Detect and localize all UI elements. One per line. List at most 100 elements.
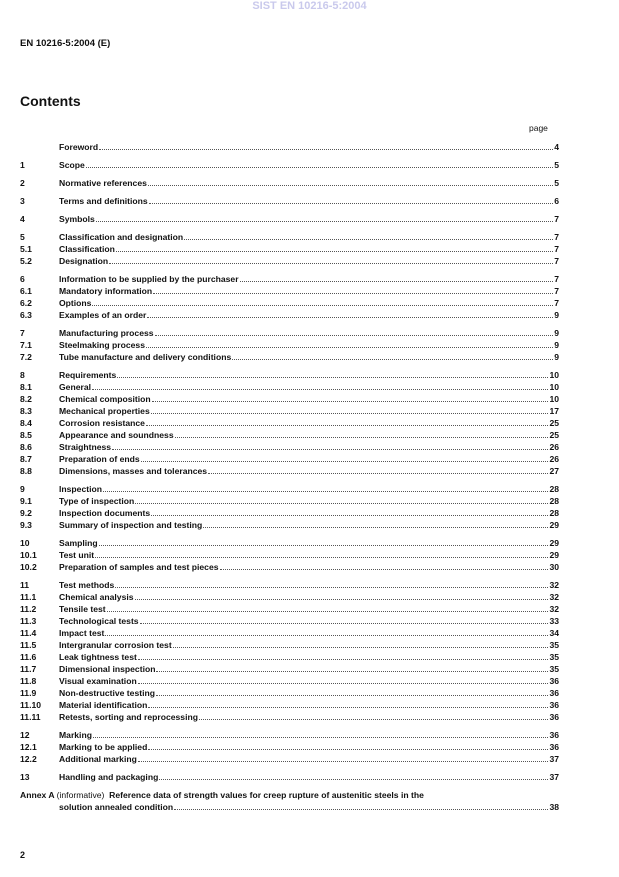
section-number: 12.1: [20, 742, 37, 752]
annex-label: Annex A: [20, 790, 55, 800]
toc-entry[interactable]: 8.5 Appearance and soundness 25: [20, 429, 559, 441]
toc-entry[interactable]: 10.2 Preparation of samples and test piec…: [20, 561, 559, 573]
dot-leader: [106, 611, 549, 612]
dot-leader: [172, 647, 549, 648]
toc-group: 13 Handling and packaging 37: [20, 771, 559, 783]
toc-entry[interactable]: 11.3 Technological tests 33: [20, 615, 559, 627]
dot-leader: [92, 389, 549, 390]
toc-entry[interactable]: 11.10 Material identification 36: [20, 699, 559, 711]
toc-entry[interactable]: 11.1 Chemical analysis 32: [20, 591, 559, 603]
dot-leader: [134, 599, 549, 600]
page-ref: 5: [554, 160, 559, 170]
toc-entry[interactable]: 5.2 Designation 7: [20, 255, 559, 267]
toc-entry[interactable]: 10 Sampling 29: [20, 537, 559, 549]
toc-entry[interactable]: 5 Classification and designation 7: [20, 231, 559, 243]
dot-leader: [159, 779, 549, 780]
section-number: 11: [20, 580, 30, 590]
dot-leader: [154, 335, 554, 336]
section-title: Dimensional inspection: [59, 664, 156, 674]
toc-entry[interactable]: 9.2 Inspection documents 28: [20, 507, 559, 519]
toc-group: 5 Classification and designation 7 5.1 Class…: [20, 231, 559, 267]
toc-entry[interactable]: 11.6 Leak tightness test 35: [20, 651, 559, 663]
dot-leader: [198, 719, 549, 720]
page-ref: 35: [549, 640, 559, 650]
toc-entry[interactable]: 8.6 Straightness 26: [20, 441, 559, 453]
dot-leader: [150, 413, 549, 414]
toc-entry[interactable]: 11.5 Intergranular corrosion test 35: [20, 639, 559, 651]
toc-entry[interactable]: 11.4 Impact test 34: [20, 627, 559, 639]
toc-entry[interactable]: 7.2 Tube manufacture and delivery conditi…: [20, 351, 559, 363]
section-title: General: [59, 382, 92, 392]
page-ref: 27: [549, 466, 559, 476]
section-number: 6.1: [20, 286, 32, 296]
toc-groups: Foreword 4 1 Scope 5 2 Normative references 5 3 T…: [20, 141, 559, 783]
page-ref: 36: [549, 700, 559, 710]
section-title: Symbols: [59, 214, 95, 224]
toc-entry-annex-a[interactable]: Annex A (informative) Reference data of …: [20, 789, 559, 813]
section-number: 8.2: [20, 394, 32, 404]
section-number: 10.1: [20, 550, 37, 560]
page-ref: 37: [549, 754, 559, 764]
toc-entry[interactable]: 11.7 Dimensional inspection 35: [20, 663, 559, 675]
dot-leader: [102, 491, 549, 492]
section-title: Mechanical properties: [59, 406, 150, 416]
toc-entry[interactable]: 6.2 Options 7: [20, 297, 559, 309]
page-ref: 29: [549, 520, 559, 530]
dot-leader: [232, 359, 554, 360]
toc-entry[interactable]: 6 Information to be supplied by the purch…: [20, 273, 559, 285]
toc-entry[interactable]: 6.3 Examples of an order 9: [20, 309, 559, 321]
toc-group: Foreword 4: [20, 141, 559, 153]
toc-group: 8 Requirements 10 8.1 General 10 8.2 Chemical c…: [20, 369, 559, 477]
toc-entry[interactable]: 12 Marking 36: [20, 729, 559, 741]
toc-entry[interactable]: 8.8 Dimensions, masses and tolerances 27: [20, 465, 559, 477]
section-number: 5.1: [20, 244, 32, 254]
section-number: 1: [20, 160, 25, 170]
toc-entry[interactable]: 12.1 Marking to be applied 36: [20, 741, 559, 753]
page-ref: 28: [549, 508, 559, 518]
toc-entry[interactable]: 5.1 Classification 7: [20, 243, 559, 255]
toc-entry[interactable]: 11.11 Retests, sorting and reprocessing 36: [20, 711, 559, 723]
toc-entry[interactable]: 7 Manufacturing process 9: [20, 327, 559, 339]
toc-entry[interactable]: 8.7 Preparation of ends 26: [20, 453, 559, 465]
section-number: 8.1: [20, 382, 32, 392]
toc-entry[interactable]: Foreword 4: [20, 141, 559, 153]
toc-entry[interactable]: 4 Symbols 7: [20, 213, 559, 225]
toc-entry[interactable]: 9.1 Type of inspection 28: [20, 495, 559, 507]
toc-entry[interactable]: 9 Inspection 28: [20, 483, 559, 495]
section-number: 11.2: [20, 604, 37, 614]
dot-leader: [239, 281, 554, 282]
dot-leader: [99, 149, 554, 150]
toc-entry[interactable]: 10.1 Test unit 29: [20, 549, 559, 561]
section-title: Handling and packaging: [59, 772, 159, 782]
section-number: 3: [20, 196, 25, 206]
dot-leader: [147, 317, 554, 318]
dot-leader: [137, 683, 549, 684]
toc-entry[interactable]: 2 Normative references 5: [20, 177, 559, 189]
toc-entry[interactable]: 12.2 Additional marking 37: [20, 753, 559, 765]
toc-entry[interactable]: 8.2 Chemical composition 10: [20, 393, 559, 405]
table-of-contents: Foreword 4 1 Scope 5 2 Normative references 5 3 T…: [20, 141, 559, 813]
toc-entry[interactable]: 3 Terms and definitions 6: [20, 195, 559, 207]
section-number: 8.3: [20, 406, 32, 416]
toc-entry[interactable]: 8.3 Mechanical properties 17: [20, 405, 559, 417]
toc-entry[interactable]: 11.8 Visual examination 36: [20, 675, 559, 687]
page-ref: 10: [549, 370, 559, 380]
toc-entry[interactable]: 11 Test methods 32: [20, 579, 559, 591]
toc-entry[interactable]: 1 Scope 5: [20, 159, 559, 171]
section-number: 11.4: [20, 628, 37, 638]
section-title: Impact test: [59, 628, 105, 638]
toc-entry[interactable]: 9.3 Summary of inspection and testing 29: [20, 519, 559, 531]
toc-entry[interactable]: 11.9 Non-destructive testing 36: [20, 687, 559, 699]
toc-entry[interactable]: 7.1 Steelmaking process 9: [20, 339, 559, 351]
toc-entry[interactable]: 13 Handling and packaging 37: [20, 771, 559, 783]
toc-entry[interactable]: 8 Requirements 10: [20, 369, 559, 381]
section-title: Inspection documents: [59, 508, 151, 518]
section-number: 6.2: [20, 298, 32, 308]
toc-entry[interactable]: 8.1 General 10: [20, 381, 559, 393]
section-number: 13: [20, 772, 30, 782]
toc-entry[interactable]: 6.1 Mandatory information 7: [20, 285, 559, 297]
toc-entry[interactable]: 8.4 Corrosion resistance 25: [20, 417, 559, 429]
section-number: 7.1: [20, 340, 32, 350]
annex-title: Reference data of strength values for cr…: [109, 790, 424, 800]
toc-entry[interactable]: 11.2 Tensile test 32: [20, 603, 559, 615]
